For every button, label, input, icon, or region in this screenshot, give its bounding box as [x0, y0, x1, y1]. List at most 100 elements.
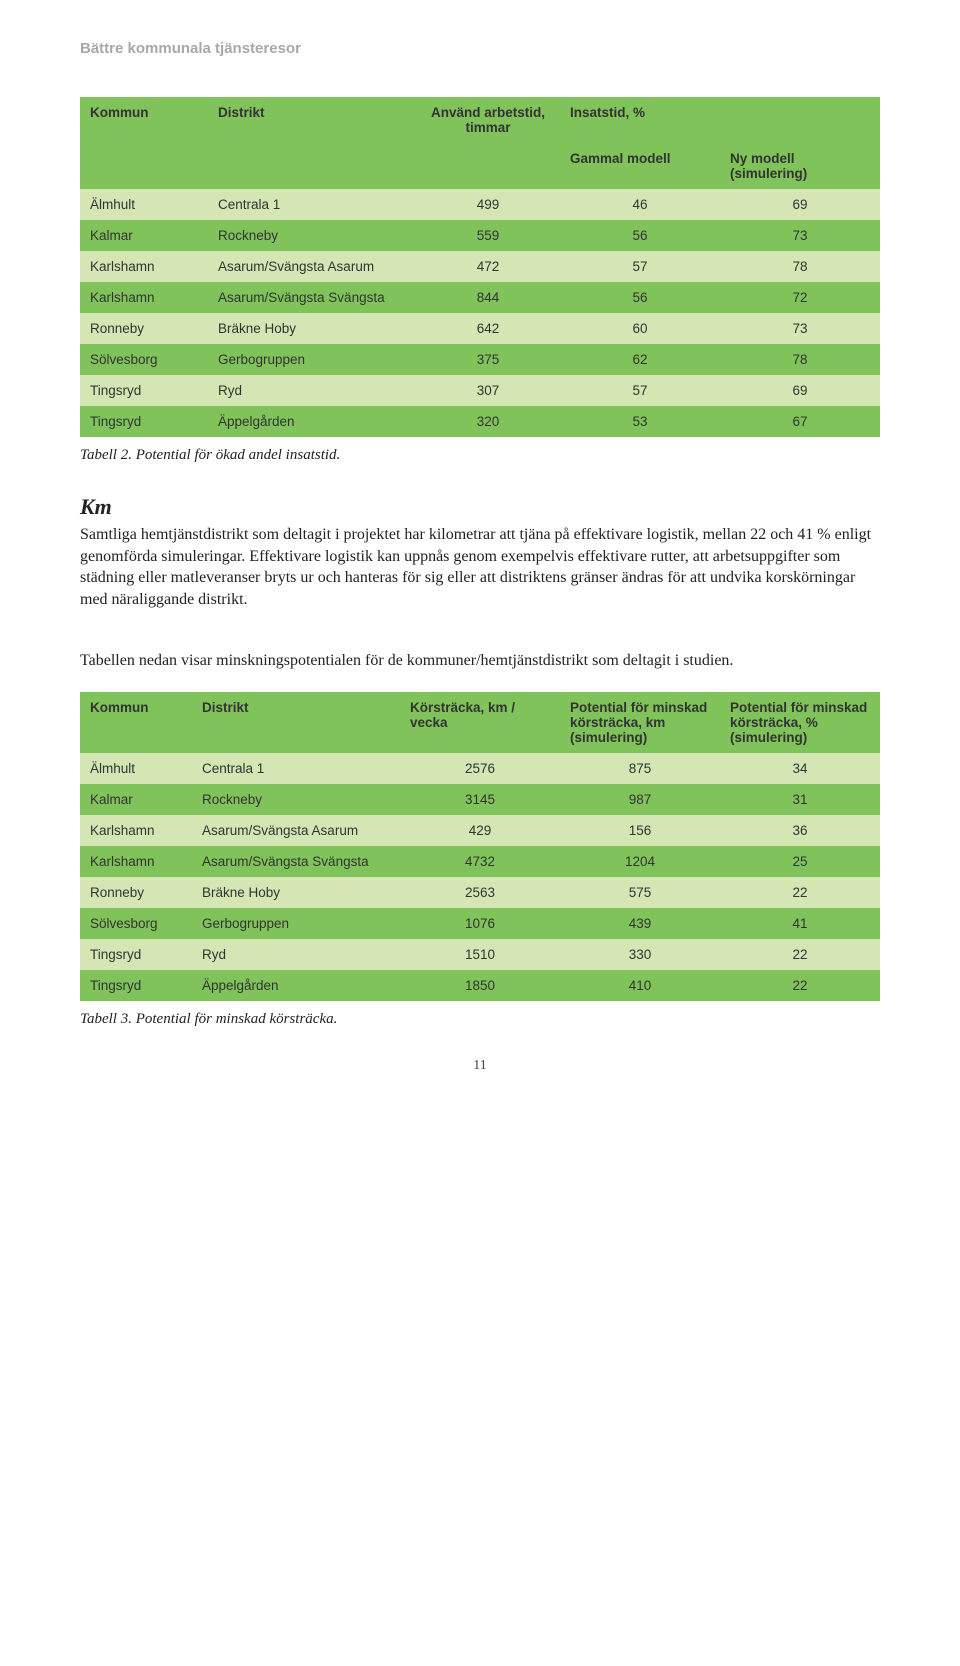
table-row: KarlshamnAsarum/Svängsta Svängsta4732120…: [80, 846, 880, 877]
cell: 72: [720, 282, 880, 313]
cell: 1204: [560, 846, 720, 877]
cell: Ryd: [192, 939, 400, 970]
cell: Bräkne Hoby: [208, 313, 416, 344]
table-row: SölvesborgGerbogruppen3756278: [80, 344, 880, 375]
cell: Kalmar: [80, 220, 208, 251]
th-potential-km: Potential för minskad körsträcka, km (si…: [560, 692, 720, 753]
th-gammal: Gammal modell: [560, 143, 720, 189]
table-row: SölvesborgGerbogruppen107643941: [80, 908, 880, 939]
cell: Tingsryd: [80, 970, 192, 1001]
table-row: KarlshamnAsarum/Svängsta Svängsta8445672: [80, 282, 880, 313]
cell: 57: [560, 375, 720, 406]
cell: 57: [560, 251, 720, 282]
cell: Kalmar: [80, 784, 192, 815]
cell: 575: [560, 877, 720, 908]
cell: 31: [720, 784, 880, 815]
table-insatstid: Kommun Distrikt Använd arbetstid, timmar…: [80, 97, 880, 437]
th-potential-pct: Potential för minskad körsträcka, % (sim…: [720, 692, 880, 753]
cell: 62: [560, 344, 720, 375]
page-number: 11: [80, 1058, 880, 1074]
cell: 1510: [400, 939, 560, 970]
cell: 2563: [400, 877, 560, 908]
cell: Asarum/Svängsta Svängsta: [208, 282, 416, 313]
cell: 642: [416, 313, 560, 344]
table2-caption: Tabell 3. Potential för minskad körsträc…: [80, 1011, 880, 1028]
cell: 156: [560, 815, 720, 846]
table-row: KarlshamnAsarum/Svängsta Asarum4725778: [80, 251, 880, 282]
table1-caption: Tabell 2. Potential för ökad andel insat…: [80, 447, 880, 464]
cell: 330: [560, 939, 720, 970]
cell: 60: [560, 313, 720, 344]
cell: 499: [416, 189, 560, 220]
th-kommun: Kommun: [80, 692, 192, 753]
cell: 34: [720, 753, 880, 784]
cell: 844: [416, 282, 560, 313]
cell: Sölvesborg: [80, 344, 208, 375]
th-blank: [416, 143, 560, 189]
cell: 78: [720, 251, 880, 282]
table-row: TingsrydRyd3075769: [80, 375, 880, 406]
cell: 410: [560, 970, 720, 1001]
th-blank: [80, 143, 208, 189]
cell: Karlshamn: [80, 846, 192, 877]
cell: Ronneby: [80, 877, 192, 908]
cell: 1850: [400, 970, 560, 1001]
cell: 472: [416, 251, 560, 282]
cell: Rockneby: [208, 220, 416, 251]
cell: Bräkne Hoby: [192, 877, 400, 908]
section-heading-km: Km: [80, 494, 880, 520]
table-row: RonnebyBräkne Hoby6426073: [80, 313, 880, 344]
th-kommun: Kommun: [80, 97, 208, 143]
cell: 46: [560, 189, 720, 220]
th-distrikt: Distrikt: [208, 97, 416, 143]
cell: Rockneby: [192, 784, 400, 815]
table-row: TingsrydÄppelgården3205367: [80, 406, 880, 437]
cell: 875: [560, 753, 720, 784]
th-insatstid: Insatstid, %: [560, 97, 880, 143]
cell: 53: [560, 406, 720, 437]
cell: 78: [720, 344, 880, 375]
table-row: ÄlmhultCentrala 1257687534: [80, 753, 880, 784]
cell: 2576: [400, 753, 560, 784]
table-korstracka: Kommun Distrikt Körsträcka, km / vecka P…: [80, 692, 880, 1001]
cell: Centrala 1: [192, 753, 400, 784]
th-ny: Ny modell (simulering): [720, 143, 880, 189]
th-korstracka: Körsträcka, km / vecka: [400, 692, 560, 753]
cell: Karlshamn: [80, 815, 192, 846]
cell: 73: [720, 220, 880, 251]
cell: Sölvesborg: [80, 908, 192, 939]
cell: Ryd: [208, 375, 416, 406]
table-row: TingsrydRyd151033022: [80, 939, 880, 970]
cell: Äppelgården: [192, 970, 400, 1001]
cell: Älmhult: [80, 189, 208, 220]
cell: 22: [720, 877, 880, 908]
cell: 429: [400, 815, 560, 846]
cell: 375: [416, 344, 560, 375]
cell: Asarum/Svängsta Asarum: [208, 251, 416, 282]
table-row: KalmarRockneby314598731: [80, 784, 880, 815]
cell: Asarum/Svängsta Asarum: [192, 815, 400, 846]
cell: 41: [720, 908, 880, 939]
cell: Älmhult: [80, 753, 192, 784]
paragraph-km: Samtliga hemtjänstdistrikt som deltagit …: [80, 524, 880, 610]
cell: 25: [720, 846, 880, 877]
cell: Äppelgården: [208, 406, 416, 437]
running-head: Bättre kommunala tjänsteresor: [80, 40, 880, 57]
th-arbetstid: Använd arbetstid, timmar: [416, 97, 560, 143]
cell: 320: [416, 406, 560, 437]
cell: Centrala 1: [208, 189, 416, 220]
cell: Karlshamn: [80, 251, 208, 282]
paragraph-intro-table2: Tabellen nedan visar minskningspotential…: [80, 650, 880, 672]
cell: 4732: [400, 846, 560, 877]
cell: Asarum/Svängsta Svängsta: [192, 846, 400, 877]
cell: 439: [560, 908, 720, 939]
cell: 67: [720, 406, 880, 437]
cell: Tingsryd: [80, 939, 192, 970]
cell: 69: [720, 375, 880, 406]
cell: 3145: [400, 784, 560, 815]
cell: 22: [720, 970, 880, 1001]
table-row: ÄlmhultCentrala 14994669: [80, 189, 880, 220]
cell: 73: [720, 313, 880, 344]
cell: 56: [560, 282, 720, 313]
cell: Karlshamn: [80, 282, 208, 313]
